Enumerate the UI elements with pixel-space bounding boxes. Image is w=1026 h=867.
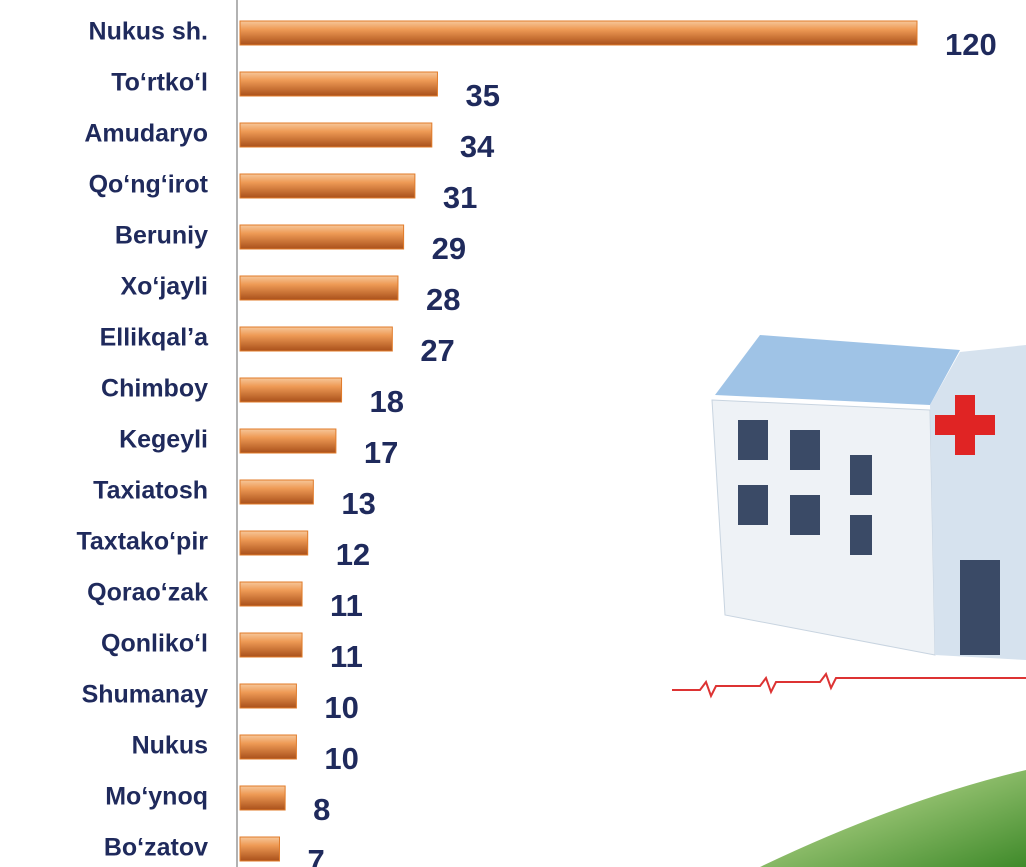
bar <box>239 734 297 760</box>
category-label: Amudaryo <box>84 120 208 148</box>
value-label: 27 <box>420 333 454 368</box>
category-label: To‘rtko‘l <box>111 69 208 97</box>
bar <box>239 785 286 811</box>
hospital-illustration <box>672 335 1026 867</box>
value-label: 11 <box>330 588 363 623</box>
value-label: 10 <box>324 741 358 776</box>
value-label: 31 <box>443 180 477 215</box>
value-label: 29 <box>432 231 466 266</box>
value-label: 10 <box>324 690 358 725</box>
category-label: Mo‘ynoq <box>105 783 208 811</box>
bar <box>239 20 918 46</box>
category-label: Nukus <box>132 732 208 760</box>
category-label: Chimboy <box>101 375 208 403</box>
value-label: 11 <box>330 639 363 674</box>
bar <box>239 530 309 556</box>
bar <box>239 275 399 301</box>
bar <box>239 632 303 658</box>
bar <box>239 683 297 709</box>
category-label: Ellikqal’a <box>100 324 209 352</box>
value-label: 120 <box>945 27 997 62</box>
bar <box>239 122 433 148</box>
bar <box>239 326 393 352</box>
bar <box>239 581 303 607</box>
value-label: 12 <box>336 537 370 572</box>
category-label: Taxtako‘pir <box>76 528 208 556</box>
value-label: 7 <box>307 843 324 867</box>
bar <box>239 71 438 97</box>
category-label: Kegeyli <box>119 426 208 454</box>
bar <box>239 836 280 862</box>
bar <box>239 224 405 250</box>
bar <box>239 377 343 403</box>
category-label: Qonliko‘l <box>101 630 208 658</box>
category-label: Xo‘jayli <box>120 273 208 301</box>
value-label: 18 <box>370 384 404 419</box>
category-label: Bo‘zatov <box>104 834 208 862</box>
category-label: Shumanay <box>82 681 209 709</box>
bar <box>239 428 337 454</box>
category-label: Beruniy <box>115 222 208 250</box>
bar <box>239 173 416 199</box>
value-label: 8 <box>313 792 330 827</box>
value-label: 35 <box>465 78 499 113</box>
value-label: 17 <box>364 435 398 470</box>
category-label: Taxiatosh <box>93 477 208 505</box>
category-label: Qorao‘zak <box>87 579 208 607</box>
value-label: 13 <box>341 486 375 521</box>
category-label: Nukus sh. <box>89 18 208 46</box>
value-label: 28 <box>426 282 460 317</box>
bar <box>239 479 314 505</box>
value-label: 34 <box>460 129 495 164</box>
category-label: Qo‘ng‘irot <box>89 171 209 199</box>
